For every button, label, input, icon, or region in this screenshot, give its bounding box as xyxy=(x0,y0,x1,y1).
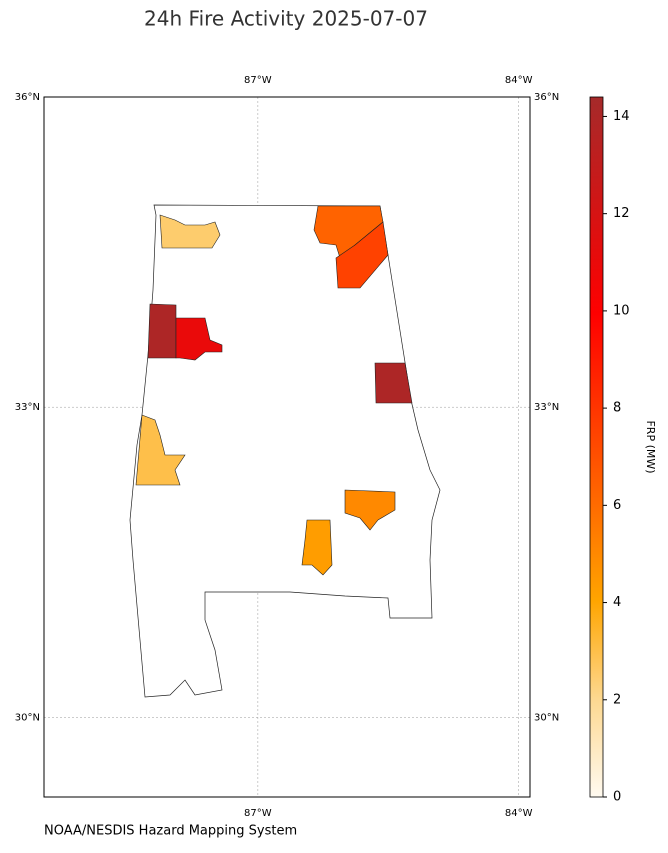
credit: NOAA/NESDIS Hazard Mapping System xyxy=(44,824,297,839)
county xyxy=(374,362,413,404)
colorbar-tick-label: 10 xyxy=(613,303,630,318)
y-tick-label: 36°N xyxy=(534,92,559,103)
county xyxy=(147,303,177,359)
colorbar-tick-label: 0 xyxy=(613,790,621,805)
county xyxy=(335,221,389,289)
county xyxy=(301,519,333,576)
colorbar-tick-label: 2 xyxy=(613,692,621,707)
title: 24h Fire Activity 2025-07-07 xyxy=(144,7,428,31)
y-tick-label: 36°N xyxy=(15,92,40,103)
colorbar xyxy=(589,96,604,798)
x-tick-label: 87°W xyxy=(244,808,272,819)
x-tick-label: 84°W xyxy=(505,808,533,819)
y-tick-label: 33°N xyxy=(534,402,559,413)
colorbar-tick-label: 6 xyxy=(613,498,621,513)
colorbar-tick-label: 8 xyxy=(613,401,621,416)
x-tick-label: 87°W xyxy=(244,75,272,86)
colorbar-tick-label: 14 xyxy=(613,109,630,124)
fire-counties xyxy=(135,205,413,576)
county xyxy=(159,214,221,249)
colorbar-label: FRP (MW) xyxy=(644,420,657,473)
y-tick-label: 30°N xyxy=(15,712,40,723)
y-tick-label: 30°N xyxy=(534,712,559,723)
colorbar-tick-label: 12 xyxy=(613,206,630,221)
county xyxy=(344,489,396,531)
county xyxy=(135,414,186,486)
county xyxy=(175,317,223,361)
x-tick-label: 84°W xyxy=(505,75,533,86)
state-outline xyxy=(129,204,441,698)
y-tick-label: 33°N xyxy=(15,402,40,413)
colorbar-tick-label: 4 xyxy=(613,595,621,610)
map-frame xyxy=(43,96,531,798)
